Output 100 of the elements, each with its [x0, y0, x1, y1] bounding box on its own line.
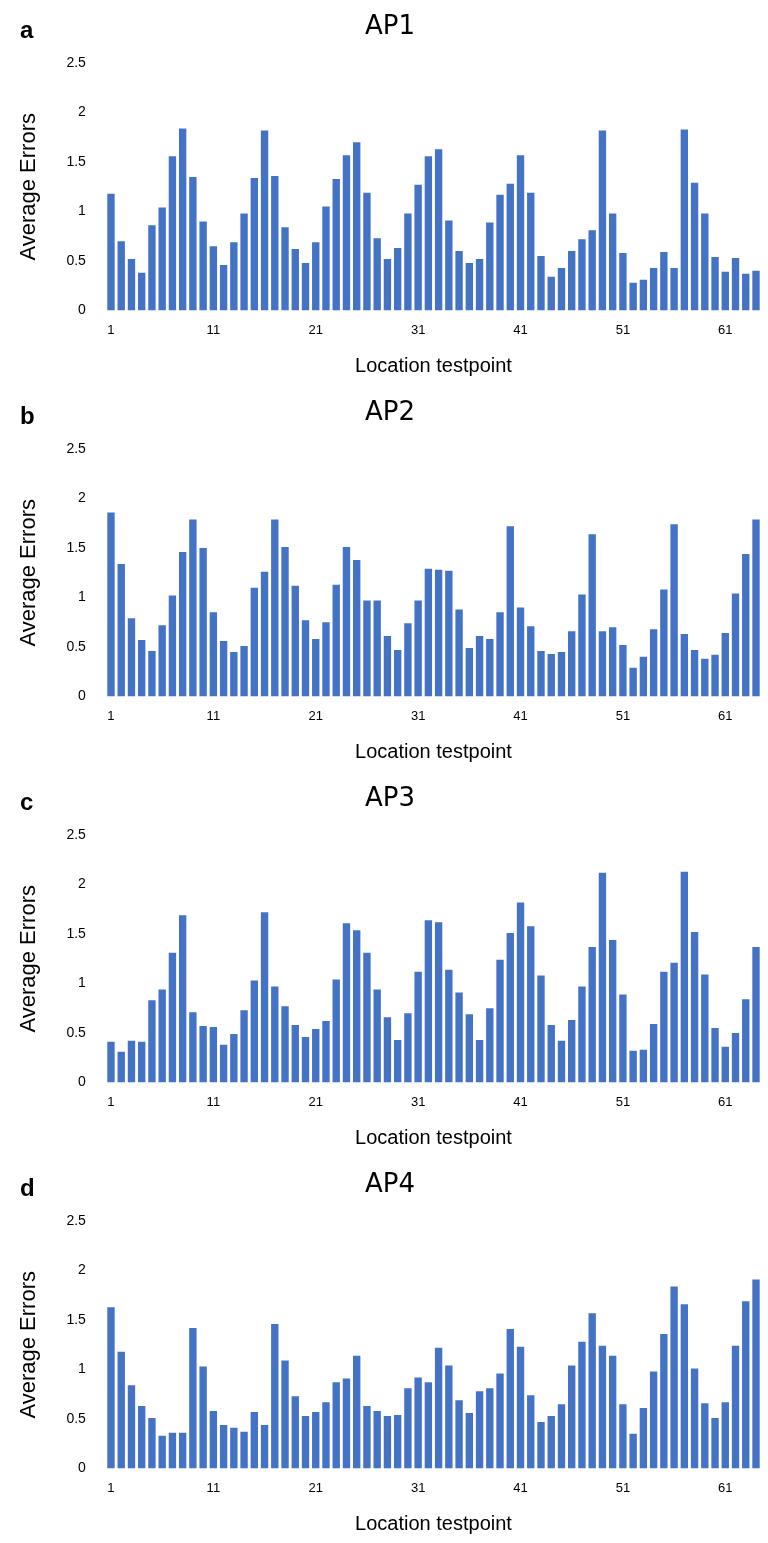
- bar: [312, 1029, 320, 1083]
- bar: [588, 230, 596, 311]
- bar: [670, 524, 678, 697]
- bar: [158, 207, 166, 311]
- y-tick-label: 1: [78, 1360, 87, 1377]
- bar: [271, 1324, 279, 1469]
- bar: [281, 1360, 289, 1469]
- bar: [117, 241, 125, 311]
- text: a: [20, 16, 34, 44]
- y-tick-label: 1: [78, 974, 87, 991]
- bar: [568, 631, 576, 697]
- bar: [660, 252, 668, 311]
- bar: [434, 1347, 443, 1469]
- bar: [230, 1033, 238, 1083]
- y-tick-label: 2: [78, 103, 87, 120]
- y-tick-label: 1.5: [66, 538, 87, 555]
- bar: [250, 980, 258, 1083]
- y-axis-title: Average Errors: [15, 113, 41, 261]
- bar: [486, 222, 494, 311]
- bar: [547, 276, 555, 311]
- bar: [742, 1301, 750, 1469]
- bar: [711, 257, 719, 311]
- x-tick-label: 21: [308, 1479, 323, 1495]
- bar: [660, 971, 668, 1083]
- y-tick-label: 0.5: [66, 1023, 87, 1040]
- bar: [117, 1051, 125, 1083]
- bar: [291, 1396, 299, 1469]
- bar: [424, 920, 433, 1083]
- x-tick-label: 31: [410, 1093, 426, 1109]
- bar: [107, 193, 115, 311]
- bar: [158, 989, 166, 1083]
- bar: [260, 130, 269, 311]
- bar: [701, 658, 709, 697]
- x-tick-label: 51: [615, 707, 631, 723]
- bar: [312, 242, 320, 311]
- bar: [445, 220, 453, 311]
- bar: [178, 552, 187, 697]
- y-tick-label: 2.5: [66, 54, 87, 71]
- bar: [516, 1346, 525, 1469]
- bar: [383, 1017, 392, 1083]
- bar: [496, 194, 504, 311]
- bar: [680, 634, 689, 697]
- bar: [557, 1040, 566, 1083]
- bar: [475, 636, 484, 697]
- bar: [250, 177, 258, 311]
- bar: [680, 1304, 689, 1469]
- x-tick-label: 11: [206, 1093, 221, 1109]
- bar: [578, 594, 586, 697]
- bar: [189, 176, 197, 311]
- bar: [332, 1382, 340, 1469]
- bar: [434, 922, 443, 1083]
- bar: [752, 946, 760, 1083]
- bar: [301, 620, 310, 697]
- bar: [557, 267, 566, 311]
- bar: [608, 940, 617, 1083]
- bar: [465, 1413, 474, 1469]
- bar: [527, 192, 535, 311]
- bar: [701, 213, 709, 311]
- bar: [721, 1046, 729, 1083]
- y-tick-label: 2: [78, 1261, 87, 1278]
- bar: [209, 1411, 218, 1469]
- bar: [250, 587, 258, 697]
- bar: [414, 600, 422, 697]
- bar: [455, 1400, 463, 1469]
- y-tick-label: 2.5: [66, 826, 87, 843]
- bar: [301, 262, 310, 311]
- bar: [424, 568, 433, 697]
- bar: [486, 1388, 494, 1469]
- x-tick-label: 11: [206, 707, 221, 723]
- bar: [240, 1431, 248, 1469]
- y-tick-label: 2: [78, 875, 87, 892]
- bar: [557, 651, 566, 697]
- bar: [670, 962, 678, 1083]
- bar: [363, 1406, 371, 1469]
- bar: [199, 1366, 207, 1469]
- x-tick-label: 21: [308, 321, 323, 337]
- y-axis-title: Average Errors: [15, 499, 41, 647]
- bar: [465, 647, 474, 697]
- bar: [465, 1014, 474, 1083]
- bar: [680, 871, 689, 1083]
- bar: [209, 612, 218, 697]
- y-tick-label: 2.5: [66, 1212, 87, 1229]
- bar: [670, 267, 678, 311]
- bar: [107, 1307, 115, 1469]
- bar: [568, 1020, 576, 1083]
- bar: [332, 979, 340, 1083]
- bar: [353, 1355, 361, 1469]
- bar: [619, 253, 627, 311]
- bar: [537, 650, 545, 697]
- bar: [721, 271, 729, 311]
- bar: [393, 1415, 402, 1469]
- bar: [639, 1408, 648, 1469]
- bar: [701, 974, 709, 1083]
- bar: [629, 1433, 637, 1469]
- bar: [117, 563, 125, 697]
- x-axis-title: Location testpoint: [355, 1511, 513, 1534]
- bar: [506, 1328, 514, 1469]
- bar: [219, 641, 228, 697]
- chart-title: AP1: [364, 10, 416, 41]
- x-tick-label: 61: [718, 1093, 733, 1109]
